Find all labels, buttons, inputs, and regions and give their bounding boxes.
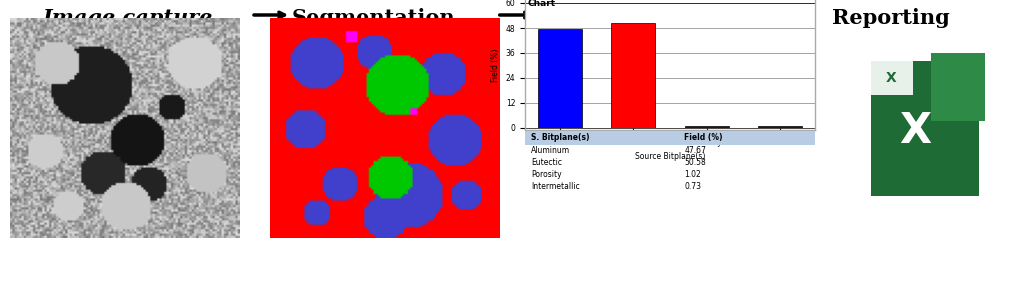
Text: Measurement: Measurement [549, 8, 711, 28]
Text: 0.73: 0.73 [684, 183, 701, 191]
Text: X: X [886, 71, 897, 86]
Bar [525, 131, 815, 145]
Text: Field (%): Field (%) [684, 133, 723, 142]
Text: Aluminum: Aluminum [530, 146, 570, 155]
Text: Eutectic: Eutectic [530, 158, 562, 167]
Text: 50.58: 50.58 [684, 158, 707, 167]
Bar [931, 53, 985, 120]
Text: S. Bitplane(s): S. Bitplane(s) [530, 133, 589, 142]
Text: Intermetallic: Intermetallic [530, 183, 580, 191]
Text: 47.67: 47.67 [684, 146, 707, 155]
Bar [611, 23, 655, 128]
Bar [758, 127, 802, 128]
Text: 1.02: 1.02 [684, 170, 701, 179]
Text: Porosity: Porosity [530, 170, 561, 179]
Text: Chart: Chart [528, 0, 556, 8]
Text: Segmentation: Segmentation [292, 8, 456, 28]
Text: Image capture: Image capture [43, 8, 213, 28]
Text: Reporting: Reporting [833, 8, 949, 28]
Bar [685, 126, 729, 128]
Text: X: X [899, 110, 932, 152]
X-axis label: Source Bitplane(s): Source Bitplane(s) [635, 152, 706, 161]
Y-axis label: Field (%): Field (%) [490, 49, 500, 82]
Bar [871, 60, 913, 95]
Bar [539, 29, 582, 128]
